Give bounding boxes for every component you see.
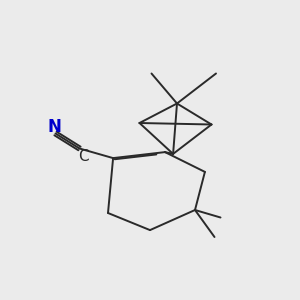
Text: N: N: [47, 118, 61, 136]
Text: C: C: [78, 149, 88, 164]
